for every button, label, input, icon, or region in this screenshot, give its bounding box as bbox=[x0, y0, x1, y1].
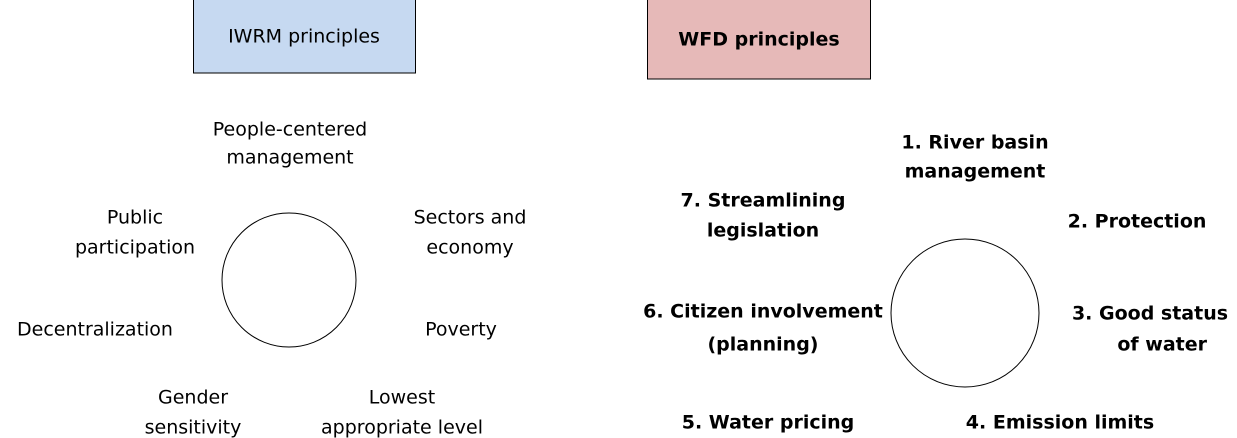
iwrm-principle: Poverty bbox=[425, 319, 497, 341]
wfd-principle: legislation bbox=[707, 220, 819, 242]
iwrm-principle: Lowest bbox=[369, 387, 435, 409]
wfd-principle: 7. Streamlining bbox=[681, 190, 846, 212]
wfd-principle: (planning) bbox=[708, 334, 819, 356]
iwrm-principle: Sectors and bbox=[414, 207, 527, 229]
wfd-principle: 6. Citizen involvement bbox=[643, 301, 883, 323]
iwrm-principle: Public bbox=[107, 207, 163, 229]
iwrm-principle: economy bbox=[426, 237, 513, 259]
iwrm-title: IWRM principles bbox=[228, 26, 380, 48]
iwrm-principle: People-centered bbox=[213, 119, 367, 141]
wfd-circle bbox=[890, 238, 1040, 388]
wfd-principle: 1. River basin bbox=[901, 132, 1048, 154]
wfd-title-box bbox=[647, 0, 871, 80]
wfd-principle: 3. Good status bbox=[1072, 303, 1228, 325]
wfd-principle: 5. Water pricing bbox=[682, 412, 855, 434]
iwrm-principle: sensitivity bbox=[145, 417, 242, 438]
wfd-principle: 2. Protection bbox=[1068, 211, 1207, 233]
iwrm-principle: appropriate level bbox=[321, 417, 483, 438]
iwrm-principle: participation bbox=[75, 237, 195, 259]
iwrm-principle: Gender bbox=[158, 387, 228, 409]
wfd-principle: management bbox=[905, 161, 1046, 183]
wfd-principle: of water bbox=[1117, 334, 1207, 356]
wfd-principle: 4. Emission limits bbox=[966, 412, 1154, 434]
wfd-title: WFD principles bbox=[678, 29, 839, 51]
iwrm-principle: management bbox=[226, 147, 353, 169]
iwrm-title-box bbox=[193, 0, 416, 74]
iwrm-principle: Decentralization bbox=[17, 319, 173, 341]
iwrm-circle bbox=[221, 212, 357, 348]
